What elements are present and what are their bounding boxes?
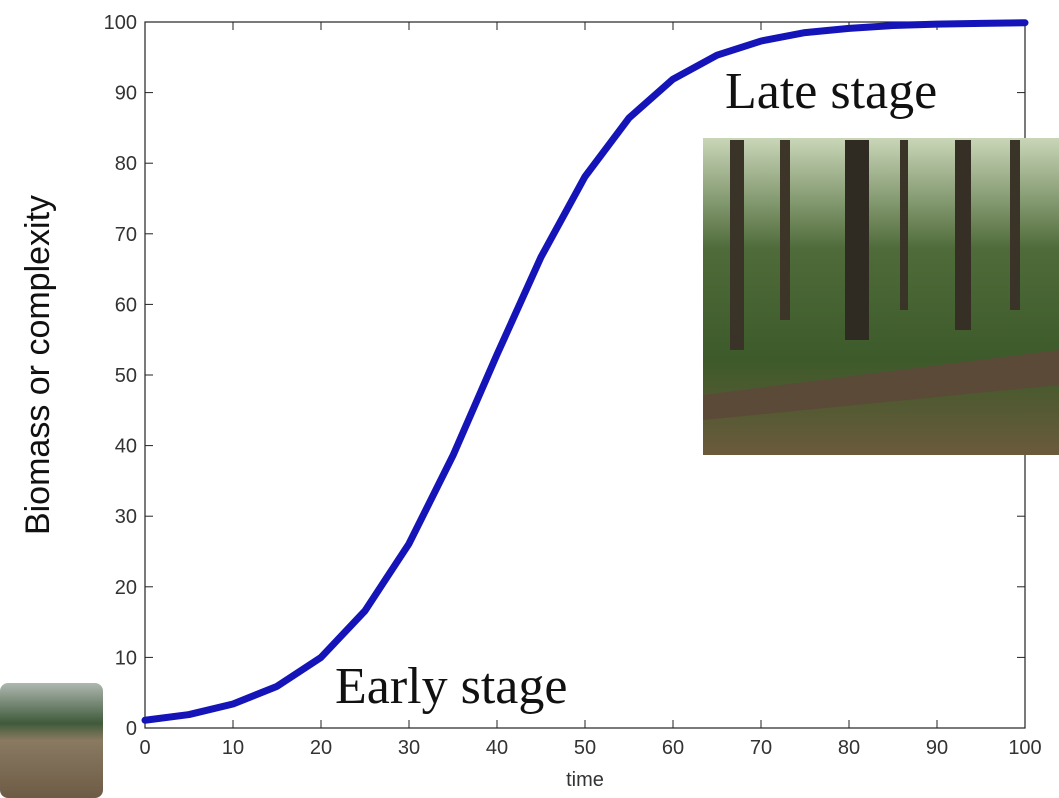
x-tick-label: 10 [222,737,244,759]
y-tick-label: 30 [115,506,137,528]
annotation: Early stage [335,658,567,715]
x-tick-label: 0 [139,737,150,759]
data-line [141,19,1029,724]
x-tick-label: 100 [1008,737,1041,759]
x-tick-label: 70 [750,737,772,759]
x-tick-label: 50 [574,737,596,759]
x-tick-label: 30 [398,737,420,759]
y-tick-label: 70 [115,224,137,246]
forest-photo [703,138,1059,455]
x-tick-label: 20 [310,737,332,759]
y-tick-label: 90 [115,83,137,105]
y-tick-label: 20 [115,577,137,599]
y-axis-label: Biomass or complexity [19,195,57,535]
y-tick-label: 60 [115,294,137,316]
x-tick-label: 90 [926,737,948,759]
x-tick-label: 60 [662,737,684,759]
y-tick-label: 40 [115,436,137,458]
x-tick-label: 80 [838,737,860,759]
annotation: Late stage [725,63,937,120]
y-tick-label: 0 [126,718,137,740]
plot-area [141,19,1029,729]
y-tick-label: 80 [115,153,137,175]
field-photo [0,683,103,798]
y-tick-label: 50 [115,365,137,387]
y-tick-label: 10 [115,647,137,669]
x-tick-label: 40 [486,737,508,759]
y-tick-label: 100 [104,12,137,34]
x-axis-label: time [566,769,604,791]
